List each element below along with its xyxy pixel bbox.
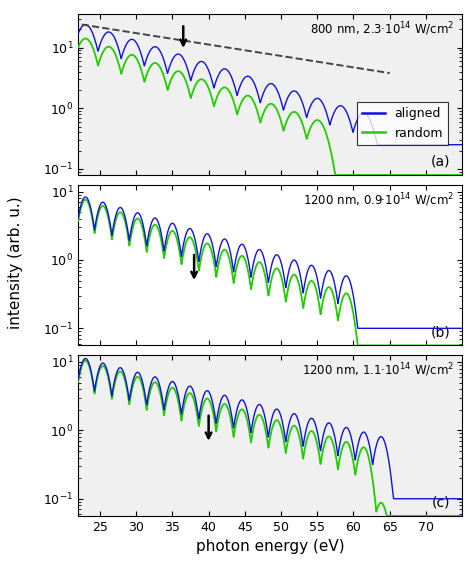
Text: 1200 nm, 1.1·10$^{14}$ W/cm$^{2}$: 1200 nm, 1.1·10$^{14}$ W/cm$^{2}$	[302, 361, 455, 379]
Text: 800 nm, 2.3·10$^{14}$ W/cm$^{2}$: 800 nm, 2.3·10$^{14}$ W/cm$^{2}$	[310, 21, 455, 38]
Text: (c): (c)	[432, 495, 451, 510]
X-axis label: photon energy (eV): photon energy (eV)	[196, 539, 345, 554]
Text: 1200 nm, 0.9·10$^{14}$ W/cm$^{2}$: 1200 nm, 0.9·10$^{14}$ W/cm$^{2}$	[303, 191, 455, 209]
Legend: aligned, random: aligned, random	[357, 103, 448, 145]
Text: (b): (b)	[431, 325, 451, 339]
Text: intensity (arb. u.): intensity (arb. u.)	[8, 196, 23, 328]
Text: (a): (a)	[431, 154, 451, 169]
